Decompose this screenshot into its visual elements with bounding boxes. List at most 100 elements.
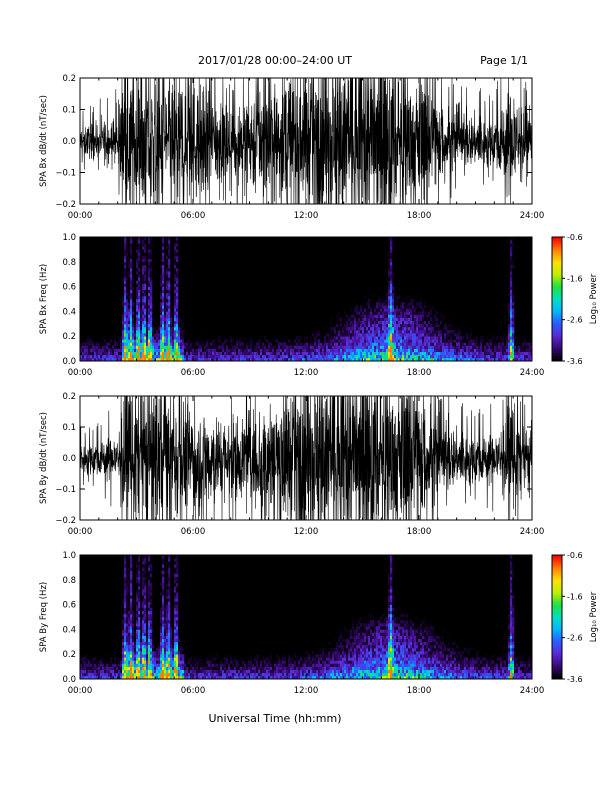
- spectrogram-cell: [154, 354, 157, 359]
- spectrogram-cell: [158, 348, 161, 352]
- spectrogram-cell: [368, 326, 371, 331]
- spectrogram-cell: [506, 339, 509, 343]
- spectrogram-cell: [316, 345, 319, 349]
- spectrogram-cell: [406, 345, 409, 349]
- spectrogram-cell: [330, 663, 333, 667]
- spectrogram-cell: [174, 582, 177, 587]
- spectrogram-cell: [412, 345, 415, 349]
- spectrogram-cell: [508, 320, 511, 325]
- spectrogram-cell: [122, 342, 125, 346]
- x-tick-label: 00:00: [68, 211, 93, 221]
- spectrogram-cell: [134, 675, 137, 680]
- spectrogram-cell: [122, 305, 125, 309]
- spectrogram-cell: [408, 314, 411, 318]
- spectrogram-cell: [200, 669, 203, 674]
- spectrogram-cell: [318, 672, 321, 677]
- spectrogram-cell: [402, 314, 405, 318]
- spectrogram-cell: [510, 271, 513, 275]
- colorbar-step: [552, 263, 562, 267]
- spectrogram-cell: [518, 345, 521, 349]
- spectrogram-cell: [326, 644, 329, 649]
- spectrogram-cell: [386, 317, 389, 321]
- spectrogram-cell: [420, 357, 423, 362]
- spectrogram-cell: [234, 348, 237, 352]
- spectrogram-cell: [190, 666, 193, 670]
- spectrogram-cell: [290, 348, 293, 352]
- spectrogram-cell: [320, 663, 323, 667]
- spectrogram-cell: [358, 330, 361, 334]
- spectrogram-cell: [316, 663, 319, 667]
- spectrogram-cell: [220, 345, 223, 349]
- spectrogram-cell: [390, 271, 393, 275]
- spectrogram-cell: [366, 357, 369, 362]
- spectrogram-cell: [200, 357, 203, 362]
- spectrogram-cell: [260, 666, 263, 670]
- spectrogram-cell: [108, 651, 111, 655]
- spectrogram-cell: [122, 626, 125, 630]
- spectrogram-cell: [128, 561, 131, 565]
- spectrogram-cell: [144, 336, 147, 340]
- spectrogram-cell: [512, 299, 515, 303]
- spectrogram-cell: [98, 351, 101, 356]
- spectrogram-cell: [148, 271, 151, 275]
- spectrogram-cell: [408, 320, 411, 325]
- spectrogram-cell: [350, 323, 353, 328]
- spectrogram-cell: [434, 333, 437, 337]
- spectrogram-cell: [174, 669, 177, 674]
- spectrogram-cell: [136, 601, 139, 605]
- spectrogram-cell: [350, 320, 353, 325]
- spectrogram-cell: [508, 330, 511, 334]
- spectrogram-cell: [306, 660, 309, 664]
- spectrogram-cell: [508, 336, 511, 340]
- spectrogram-cell: [176, 274, 179, 278]
- spectrogram-cell: [150, 305, 153, 309]
- spectrogram-cell: [88, 675, 91, 680]
- spectrogram-cell: [334, 635, 337, 639]
- spectrogram-cell: [164, 286, 167, 290]
- spectrogram-cell: [308, 342, 311, 346]
- spectrogram-cell: [302, 669, 305, 674]
- spectrogram-cell: [276, 660, 279, 664]
- spectrogram-cell: [152, 348, 155, 352]
- spectrogram-cell: [352, 354, 355, 359]
- spectrogram-cell: [510, 351, 513, 356]
- spectrogram-cell: [480, 357, 483, 362]
- spectrogram-cell: [160, 626, 163, 630]
- spectrogram-cell: [250, 336, 253, 340]
- spectrogram-cell: [150, 240, 153, 244]
- spectrogram-cell: [110, 660, 113, 664]
- spectrogram-cell: [316, 675, 319, 680]
- spectrogram-cell: [364, 336, 367, 340]
- spectrogram-cell: [174, 237, 177, 241]
- spectrogram-cell: [136, 589, 139, 593]
- spectrogram-cell: [448, 345, 451, 349]
- spectrogram-cell: [164, 657, 167, 661]
- spectrogram-cell: [178, 342, 181, 346]
- spectrogram-cell: [230, 354, 233, 359]
- spectrogram-cell: [388, 277, 391, 281]
- spectrogram-cell: [476, 351, 479, 356]
- spectrogram-cell: [162, 354, 165, 359]
- spectrogram-cell: [130, 326, 133, 331]
- spectrogram-cell: [94, 354, 97, 359]
- spectrogram-cell: [350, 660, 353, 664]
- spectrogram-cell: [162, 314, 165, 318]
- spectrogram-cell: [138, 261, 141, 266]
- spectrogram-cell: [446, 326, 449, 331]
- spectrogram-cell: [142, 333, 145, 337]
- spectrogram-cell: [164, 345, 167, 349]
- spectrogram-cell: [198, 345, 201, 349]
- spectrogram-cell: [124, 348, 127, 352]
- spectrogram-cell: [216, 654, 219, 658]
- spectrogram-cell: [110, 675, 113, 680]
- spectrogram-cell: [310, 675, 313, 680]
- spectrogram-cell: [270, 663, 273, 667]
- spectrogram-cell: [336, 663, 339, 667]
- spectrogram-cell: [430, 317, 433, 321]
- spectrogram-cell: [362, 326, 365, 331]
- spectrogram-cell: [414, 348, 417, 352]
- spectrogram-cell: [440, 351, 443, 356]
- spectrogram-cell: [332, 666, 335, 670]
- spectrogram-cell: [162, 675, 165, 680]
- spectrogram-cell: [482, 336, 485, 340]
